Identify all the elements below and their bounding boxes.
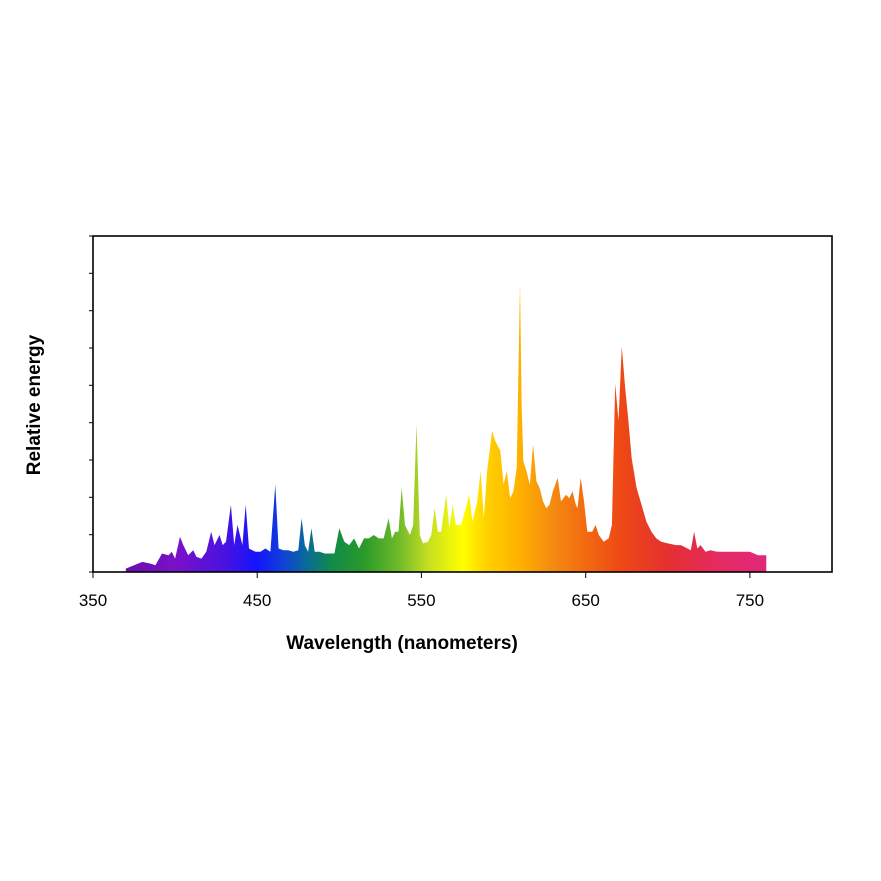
spectrum-area-layer [125,283,767,572]
x-axis-ticks: 350 450 550 650 750 [79,572,764,610]
x-tick-label: 350 [79,591,107,610]
x-tick-label: 550 [407,591,435,610]
x-tick-label: 750 [736,591,764,610]
y-axis-ticks [89,235,93,573]
spectrum-area [125,283,767,572]
x-axis-title: Wavelength (nanometers) [286,633,518,654]
plot-frame [92,235,833,573]
x-tick-label: 450 [243,591,271,610]
y-axis-title: Relative energy [24,334,45,475]
x-tick-label: 650 [572,591,600,610]
